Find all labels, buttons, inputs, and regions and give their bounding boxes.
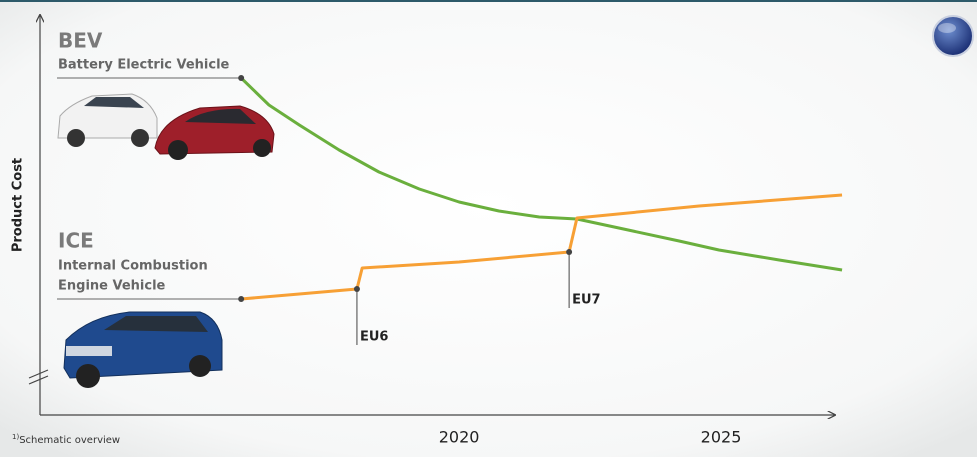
y-axis-label: Product Cost xyxy=(11,158,26,252)
x-tick-label: 2025 xyxy=(701,428,742,447)
footnote-marker: 1) xyxy=(12,433,19,441)
globe-icon xyxy=(932,15,974,57)
car-blue xyxy=(63,311,223,388)
ice-subtitle: Engine Vehicle xyxy=(58,279,166,294)
bev-title: BEV xyxy=(58,29,103,53)
footnote-text: Schematic overview xyxy=(19,435,120,446)
car-white xyxy=(57,93,158,147)
axis-break xyxy=(28,369,49,385)
series-line xyxy=(241,193,843,301)
bev-subtitle: Battery Electric Vehicle xyxy=(58,58,230,73)
series-line xyxy=(240,76,843,272)
start-dot xyxy=(238,75,245,81)
top-rule xyxy=(0,0,977,2)
x-tick-label: 2020 xyxy=(439,428,480,447)
start-dot xyxy=(238,296,245,302)
annotation-dot xyxy=(353,286,360,292)
car-red xyxy=(154,105,275,160)
annotation-label: EU7 xyxy=(572,293,600,308)
footnote: 1)Schematic overview xyxy=(12,433,120,446)
annotation-label: EU6 xyxy=(360,330,388,345)
annotation-dot xyxy=(566,249,573,255)
ice-title: ICE xyxy=(58,229,94,253)
ice-subtitle: Internal Combustion xyxy=(58,259,208,274)
